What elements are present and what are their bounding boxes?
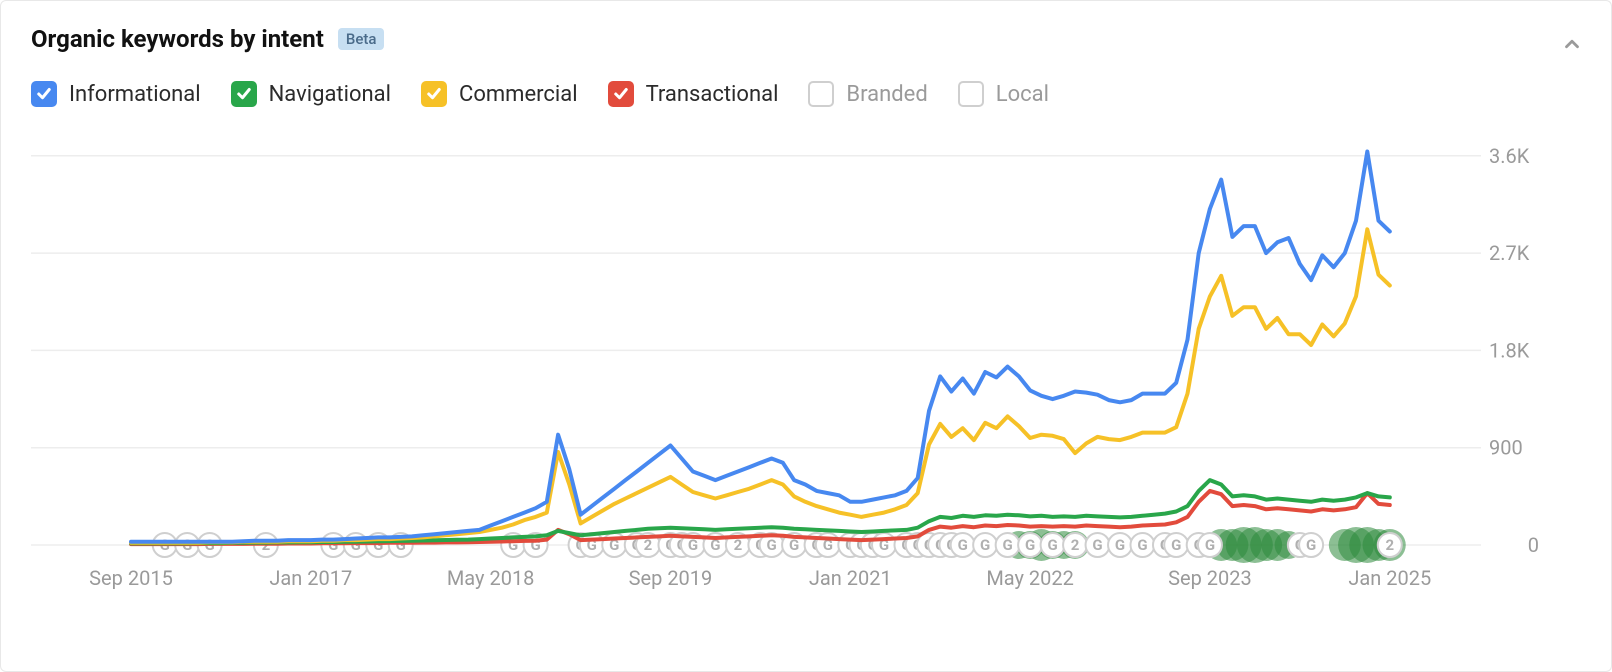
svg-text:G: G <box>1092 536 1102 554</box>
svg-text:2.7K: 2.7K <box>1489 241 1530 265</box>
timeline-marker: G <box>1131 533 1155 557</box>
legend-label-local: Local <box>996 82 1049 107</box>
line-chart: 900 1.8K 2.7K 3.6K 0 Sep 2015 Jan 2017 May 2018… <box>31 135 1583 605</box>
chart-legend: Informational Navigational Commercial Trans… <box>31 81 1581 107</box>
legend-item-commercial[interactable]: Commercial <box>421 81 578 107</box>
svg-text:Jan 2021: Jan 2021 <box>809 566 892 590</box>
timeline-marker: G <box>872 533 896 557</box>
svg-text:2: 2 <box>1385 536 1394 554</box>
svg-text:G: G <box>767 536 777 554</box>
svg-text:G: G <box>1171 536 1181 554</box>
svg-text:G: G <box>1205 536 1215 554</box>
beta-badge: Beta <box>338 28 385 50</box>
legend-label-transactional: Transactional <box>646 82 779 107</box>
legend-label-commercial: Commercial <box>459 82 578 107</box>
card-header: Organic keywords by intent Beta <box>31 25 1581 53</box>
svg-text:G: G <box>1003 536 1013 554</box>
svg-text:0: 0 <box>1528 533 1539 557</box>
svg-text:Sep 2019: Sep 2019 <box>629 566 713 590</box>
svg-text:G: G <box>1025 536 1035 554</box>
svg-text:G: G <box>1137 536 1147 554</box>
legend-label-informational: Informational <box>69 82 201 107</box>
svg-text:G: G <box>1047 536 1057 554</box>
legend-label-navigational: Navigational <box>269 82 391 107</box>
svg-text:G: G <box>1115 536 1125 554</box>
svg-text:3.6K: 3.6K <box>1489 144 1530 168</box>
legend-checkbox-local[interactable] <box>958 81 984 107</box>
card-title: Organic keywords by intent <box>31 25 324 53</box>
series-commercial <box>131 229 1390 543</box>
timeline-marker: G <box>1198 533 1222 557</box>
svg-text:Jan 2025: Jan 2025 <box>1348 566 1431 590</box>
timeline-marker: G <box>1299 533 1323 557</box>
legend-item-navigational[interactable]: Navigational <box>231 81 391 107</box>
legend-item-branded[interactable]: Branded <box>808 81 927 107</box>
legend-item-informational[interactable]: Informational <box>31 81 201 107</box>
timeline-marker: G <box>996 533 1020 557</box>
svg-text:2: 2 <box>1071 536 1080 554</box>
legend-checkbox-branded[interactable] <box>808 81 834 107</box>
legend-label-branded: Branded <box>846 82 927 107</box>
timeline-marker: 2 <box>1378 533 1402 557</box>
svg-text:900: 900 <box>1489 436 1523 460</box>
legend-checkbox-commercial[interactable] <box>421 81 447 107</box>
legend-checkbox-navigational[interactable] <box>231 81 257 107</box>
legend-checkbox-informational[interactable] <box>31 81 57 107</box>
timeline-marker: G <box>973 533 997 557</box>
svg-text:G: G <box>980 536 990 554</box>
svg-text:Sep 2015: Sep 2015 <box>89 566 173 590</box>
svg-text:G: G <box>958 536 968 554</box>
timeline-marker: G <box>1108 533 1132 557</box>
legend-checkbox-transactional[interactable] <box>608 81 634 107</box>
timeline-marker: G <box>1164 533 1188 557</box>
timeline-marker: G <box>1018 533 1042 557</box>
timeline-marker: G <box>1086 533 1110 557</box>
svg-text:Jan 2017: Jan 2017 <box>269 566 352 590</box>
svg-text:May 2022: May 2022 <box>986 566 1074 590</box>
keywords-by-intent-card: Organic keywords by intent Beta Informat… <box>0 0 1612 672</box>
svg-text:1.8K: 1.8K <box>1489 338 1530 362</box>
legend-item-transactional[interactable]: Transactional <box>608 81 779 107</box>
svg-text:Sep 2023: Sep 2023 <box>1168 566 1252 590</box>
svg-text:May 2018: May 2018 <box>447 566 535 590</box>
svg-text:G: G <box>1306 536 1316 554</box>
timeline-marker: 2 <box>1063 533 1087 557</box>
timeline-marker: G <box>951 533 975 557</box>
legend-item-local[interactable]: Local <box>958 81 1049 107</box>
timeline-marker: G <box>1041 533 1065 557</box>
collapse-chevron-icon[interactable] <box>1561 33 1583 59</box>
chart-area: 900 1.8K 2.7K 3.6K 0 Sep 2015 Jan 2017 May 2018… <box>31 135 1581 605</box>
